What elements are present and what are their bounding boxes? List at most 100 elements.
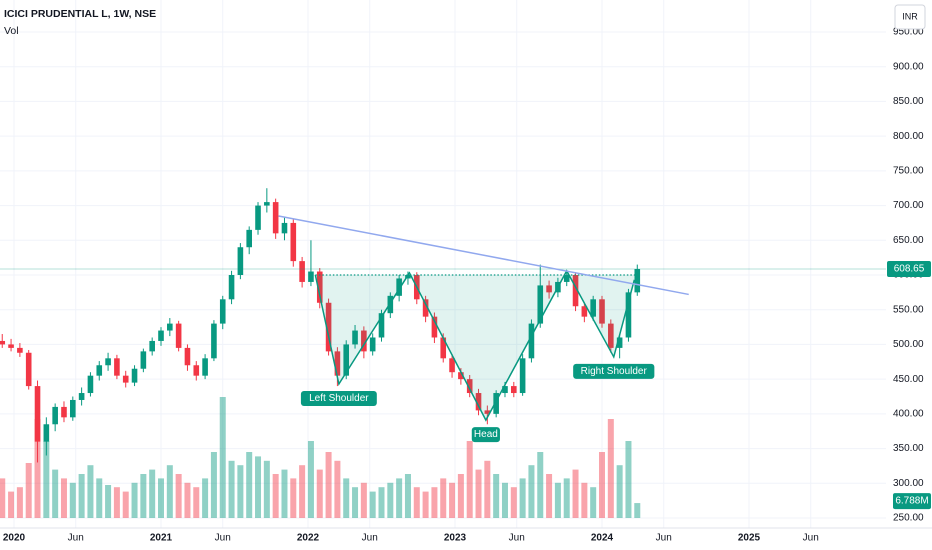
candle-body bbox=[255, 205, 261, 230]
candle-body bbox=[105, 358, 111, 366]
volume-bar bbox=[352, 487, 359, 518]
pattern-label-box bbox=[300, 391, 377, 407]
volume-bar bbox=[8, 491, 15, 518]
volume-bar bbox=[166, 465, 173, 518]
volume-bar bbox=[607, 419, 614, 518]
volume-bar bbox=[422, 491, 429, 518]
candle-body bbox=[378, 313, 385, 338]
y-tick-label: 300.00 bbox=[893, 478, 924, 489]
x-tick-label: Jun bbox=[215, 533, 231, 544]
volume-bar bbox=[193, 487, 200, 518]
volume-bar bbox=[25, 463, 32, 518]
candle-body bbox=[316, 271, 323, 303]
volume-bar bbox=[369, 491, 376, 518]
volume-bar bbox=[634, 503, 641, 518]
volume-bar bbox=[158, 478, 164, 518]
price-pane bbox=[0, 188, 641, 463]
volume-bar bbox=[246, 452, 253, 518]
candle-body bbox=[352, 330, 358, 345]
y-tick-label: 850.00 bbox=[893, 96, 924, 107]
volume-bar bbox=[202, 478, 209, 518]
volume-bar bbox=[501, 482, 508, 518]
candle-body bbox=[334, 351, 341, 376]
candle-body bbox=[466, 379, 473, 394]
y-tick-label: 750.00 bbox=[893, 165, 924, 176]
candle-body bbox=[458, 372, 464, 380]
volume-bar bbox=[184, 482, 191, 518]
volume-bar bbox=[387, 482, 394, 518]
volume-bar bbox=[475, 469, 482, 518]
y-tick-label: 950.00 bbox=[893, 27, 924, 38]
volume-bar bbox=[281, 469, 288, 518]
volume-title: Vol bbox=[4, 25, 19, 37]
x-tick-label: Jun bbox=[362, 533, 378, 544]
candle-body bbox=[599, 299, 605, 324]
x-tick-label: Jun bbox=[803, 533, 819, 544]
last-price-label: 608.65 bbox=[894, 264, 925, 275]
volume-bar bbox=[599, 452, 605, 518]
volume-bar bbox=[149, 469, 156, 518]
pattern-label-box bbox=[471, 427, 500, 443]
volume-bar bbox=[299, 465, 306, 518]
volume-bar bbox=[228, 460, 235, 518]
candle-body bbox=[211, 323, 217, 359]
candle-body bbox=[43, 424, 50, 442]
volume-bar bbox=[413, 487, 420, 518]
y-tick-label: 800.00 bbox=[893, 131, 924, 142]
last-price-tag bbox=[887, 260, 931, 277]
currency-button[interactable] bbox=[894, 4, 926, 30]
volume-bar bbox=[43, 441, 50, 518]
volume-bar bbox=[493, 474, 500, 518]
y-tick-label: 500.00 bbox=[893, 339, 924, 350]
candle-body bbox=[264, 202, 270, 206]
candle-body bbox=[149, 340, 155, 352]
volume-bar bbox=[219, 397, 226, 518]
volume-pane bbox=[0, 397, 641, 518]
volume-bar bbox=[263, 460, 270, 518]
candle-body bbox=[290, 222, 297, 262]
candle-body bbox=[563, 275, 570, 282]
candle-body bbox=[202, 358, 208, 376]
candle-body bbox=[25, 352, 32, 387]
volume-bar bbox=[431, 487, 438, 518]
candle-body bbox=[590, 299, 596, 317]
candle-body bbox=[431, 316, 438, 338]
candle-body bbox=[281, 222, 288, 234]
volume-bar bbox=[131, 482, 138, 518]
volume-bar bbox=[210, 452, 217, 518]
candle-body bbox=[422, 299, 429, 317]
candle-body bbox=[193, 365, 200, 376]
candle-body bbox=[167, 323, 173, 331]
candle-body bbox=[8, 344, 14, 348]
candle-body bbox=[61, 406, 67, 418]
currency-label[interactable]: INR bbox=[902, 11, 918, 21]
x-tick-label: 2022 bbox=[297, 533, 320, 544]
volume-bar bbox=[378, 487, 385, 518]
candle-body bbox=[325, 302, 332, 352]
candle-body bbox=[449, 358, 455, 373]
volume-bar bbox=[581, 482, 588, 518]
volume-bar bbox=[528, 465, 535, 518]
candle-body bbox=[246, 229, 252, 248]
volume-bar bbox=[237, 465, 244, 518]
candle-body bbox=[17, 347, 23, 353]
candle-body bbox=[78, 393, 85, 400]
candle-body bbox=[0, 340, 6, 345]
volume-bar bbox=[105, 485, 112, 518]
volume-bar bbox=[325, 452, 332, 518]
volume-bar bbox=[466, 441, 473, 518]
candle-body bbox=[131, 368, 138, 383]
volume-bar bbox=[16, 487, 23, 518]
candle-body bbox=[114, 358, 120, 376]
y-tick-label: 650.00 bbox=[893, 235, 924, 246]
candle-body bbox=[122, 375, 129, 383]
x-tick-label: 2023 bbox=[444, 533, 467, 544]
x-tick-label: 2021 bbox=[150, 533, 173, 544]
pattern-area bbox=[315, 270, 635, 421]
pattern-label: Head bbox=[474, 429, 498, 440]
volume-bar bbox=[34, 419, 41, 518]
candle-body bbox=[528, 323, 535, 359]
candle-body bbox=[608, 323, 614, 348]
candle-body bbox=[361, 330, 367, 352]
candle-body bbox=[70, 399, 76, 418]
